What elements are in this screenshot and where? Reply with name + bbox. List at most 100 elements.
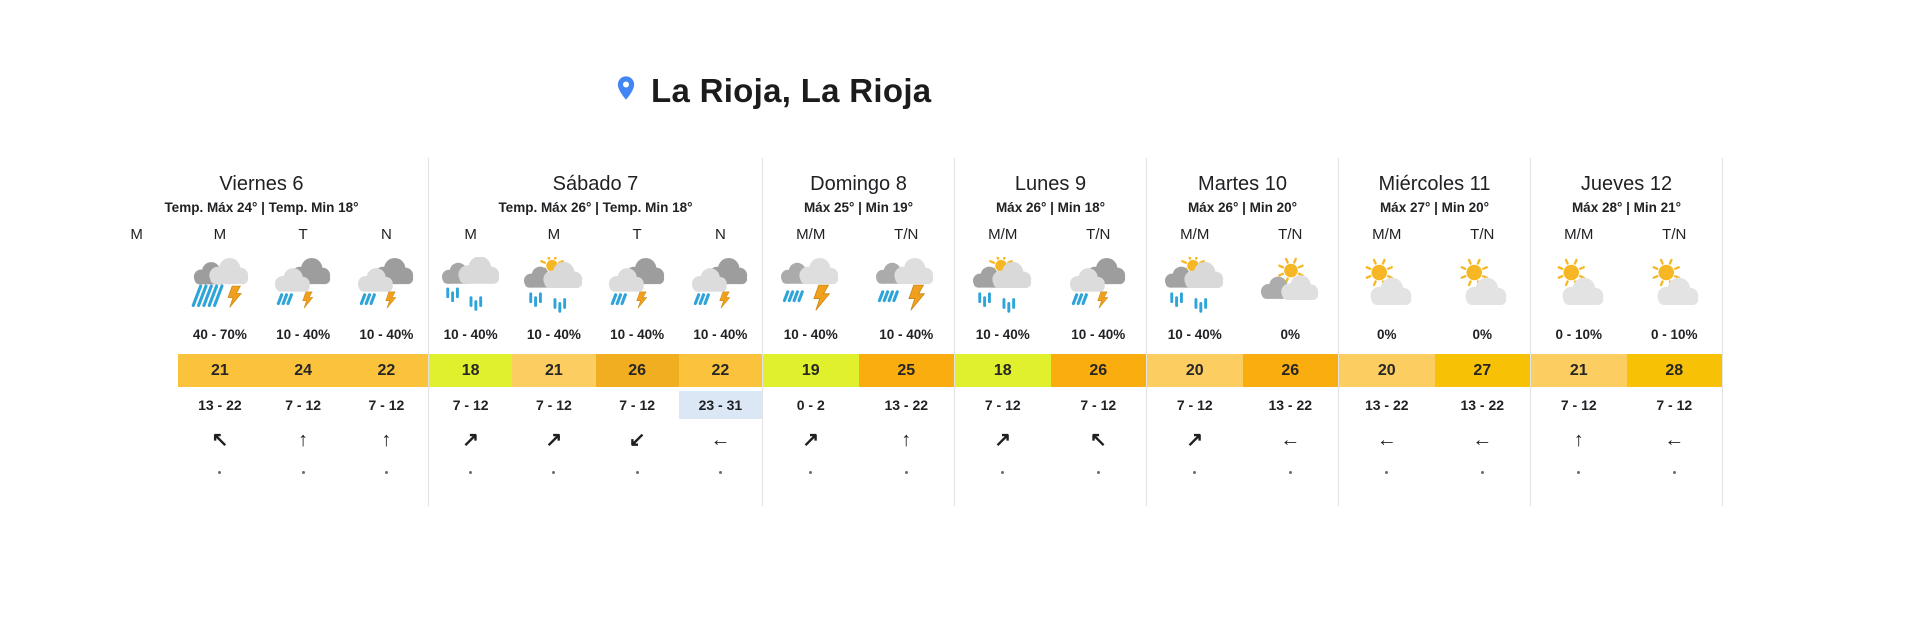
period-label: T <box>298 226 308 243</box>
day-column: Jueves 12 Máx 28° | Min 21° M/M 0 - 10% 21 7 … <box>1531 158 1723 506</box>
wind-range: 7 - 12 <box>285 397 322 413</box>
mostly-sunny-icon <box>1435 250 1531 326</box>
forecast-slot[interactable]: M/M 0 - 10% 21 7 - 12 ↑ <box>1531 220 1627 474</box>
wind-direction-arrow: ← <box>1376 429 1397 451</box>
slots-row: M 10 - 40% 18 7 - 12 ↗ M 10 - 40% 21 7 - 12 ↗ T 10 … <box>429 220 762 474</box>
wind-range: 13 - 22 <box>198 397 242 413</box>
forecast-slot[interactable]: T/N 10 - 40% 26 7 - 12 ↖ <box>1050 220 1146 474</box>
forecast-table: Viernes 6 Temp. Máx 24° | Temp. Min 18° M M… <box>95 158 1723 506</box>
temp-cell: 25 <box>858 354 954 387</box>
precip-probability: 10 - 40% <box>526 327 581 342</box>
day-name: Sábado 7 <box>552 173 639 195</box>
precip-probability: 0% <box>1472 327 1492 342</box>
day-temp-summary: Máx 27° | Min 20° <box>1379 200 1490 215</box>
storm-bolt-icon <box>763 250 859 326</box>
temp-cell: 28 <box>1626 354 1722 387</box>
sun-rain-icon <box>512 250 595 326</box>
wind-direction-arrow: ↖ <box>1089 429 1107 451</box>
period-label: T/N <box>894 226 919 243</box>
forecast-slot[interactable]: T/N 0% 26 13 - 22 ← <box>1242 220 1338 474</box>
day-name: Viernes 6 <box>219 173 304 195</box>
location-title: La Rioja, La Rioja <box>651 71 932 109</box>
slots-row: M/M 0 - 10% 21 7 - 12 ↑ T/N 0 - 10% 28 7 - 12 ← <box>1531 220 1722 474</box>
temp-cell: 22 <box>344 354 428 387</box>
day-name: Lunes 9 <box>1014 173 1087 195</box>
day-name: Miércoles 11 <box>1378 173 1491 195</box>
precip-probability: 10 - 40% <box>610 327 665 342</box>
wind-range: 7 - 12 <box>1080 397 1117 413</box>
forecast-slot[interactable]: M/M 10 - 40% 19 0 - 2 ↗ <box>763 220 859 474</box>
location-pin-icon <box>612 70 640 111</box>
storm-icon <box>596 250 679 326</box>
wind-direction-arrow: ↗ <box>545 429 563 451</box>
temp-cell: 20 <box>1147 354 1243 387</box>
wind-direction-arrow: ↖ <box>211 429 229 451</box>
wind-range: 13 - 22 <box>884 397 929 413</box>
slots-row: M M 40 - 70% 21 13 - 22 ↖ T 10 - 40% 24 7 - 12 ↑ N 1… <box>95 220 428 474</box>
wind-range: 7 - 12 <box>1560 397 1597 413</box>
expand-dot <box>1096 471 1100 474</box>
slots-row: M/M 10 - 40% 19 0 - 2 ↗ T/N 10 - 40% 25 13 - 22 ↑ <box>763 220 954 474</box>
forecast-slot[interactable]: N 10 - 40% 22 7 - 12 ↑ <box>344 220 428 474</box>
temp-cell: 21 <box>512 354 596 387</box>
precip-probability: 0 - 10% <box>1650 327 1698 342</box>
wind-direction-arrow: ← <box>1472 429 1493 451</box>
precip-probability: 10 - 40% <box>693 327 748 342</box>
wind-range: 13 - 22 <box>1460 397 1505 413</box>
period-label: M/M <box>1372 226 1402 243</box>
precip-probability: 10 - 40% <box>359 327 414 342</box>
period-label: T/N <box>1470 226 1495 243</box>
wind-direction-arrow: ↑ <box>901 429 912 451</box>
period-label: M <box>130 226 143 243</box>
forecast-slot[interactable]: T/N 0 - 10% 28 7 - 12 ← <box>1626 220 1723 474</box>
forecast-slot[interactable]: M 40 - 70% 21 13 - 22 ↖ <box>178 220 262 474</box>
forecast-slot[interactable]: N 10 - 40% 22 23 - 31 ← <box>678 220 762 474</box>
period-label: M/M <box>796 226 826 243</box>
forecast-slot[interactable]: M 10 - 40% 18 7 - 12 ↗ <box>429 220 513 474</box>
mostly-sunny-icon <box>1627 250 1723 326</box>
temp-cell: 19 <box>763 354 859 387</box>
wind-range: 7 - 12 <box>619 397 656 413</box>
precip-probability: 0% <box>1280 327 1300 342</box>
day-temp-summary: Máx 28° | Min 21° <box>1571 200 1682 215</box>
precip-probability: 0% <box>1376 327 1397 342</box>
wind-range: 7 - 12 <box>535 397 572 413</box>
expand-dot <box>218 471 222 474</box>
day-column: Sábado 7 Temp. Máx 26° | Temp. Min 18° M 10… <box>429 158 763 506</box>
wind-direction-arrow: ↗ <box>994 429 1012 451</box>
day-temp-summary: Máx 25° | Min 19° <box>803 200 914 215</box>
precip-probability: 10 - 40% <box>1071 327 1126 342</box>
forecast-slot[interactable]: M 10 - 40% 21 7 - 12 ↗ <box>512 220 596 474</box>
period-label: N <box>380 226 392 243</box>
precip-probability: 10 - 40% <box>276 327 331 342</box>
forecast-slot[interactable]: M/M 10 - 40% 20 7 - 12 ↗ <box>1147 220 1243 474</box>
wind-direction-arrow: ← <box>1280 429 1301 451</box>
wind-range: 7 - 12 <box>368 397 405 413</box>
wind-direction-arrow: ↑ <box>381 429 392 451</box>
forecast-slot[interactable]: T/N 0% 27 13 - 22 ← <box>1434 220 1531 474</box>
period-label: M/M <box>1564 226 1594 243</box>
day-column: Lunes 9 Máx 26° | Min 18° M/M 10 - 40% 18 7 -… <box>955 158 1147 506</box>
expand-dot <box>552 471 556 474</box>
wind-direction-arrow: ← <box>1664 429 1685 451</box>
expand-dot <box>904 471 908 474</box>
wind-direction-arrow: ↙ <box>628 429 646 451</box>
mostly-sunny-icon <box>1339 250 1435 326</box>
forecast-slot[interactable]: M/M 10 - 40% 18 7 - 12 ↗ <box>955 220 1051 474</box>
forecast-slot[interactable]: T 10 - 40% 26 7 - 12 ↙ <box>595 220 679 474</box>
expand-dot <box>1288 471 1292 474</box>
expand-dot <box>1577 471 1581 474</box>
wind-range: 7 - 12 <box>1656 397 1693 413</box>
expand-dot <box>1193 471 1197 474</box>
forecast-slot[interactable]: M/M 0% 20 13 - 22 ← <box>1339 220 1435 474</box>
period-label: M <box>213 226 227 243</box>
period-label: M <box>464 226 477 243</box>
expand-dot <box>1672 471 1676 474</box>
day-column: Martes 10 Máx 26° | Min 20° M/M 10 - 40% 20 7… <box>1147 158 1339 506</box>
sun-rain-icon <box>1147 250 1243 326</box>
storm-bolt-icon <box>859 250 955 326</box>
forecast-slot[interactable]: T/N 10 - 40% 25 13 - 22 ↑ <box>858 220 955 474</box>
period-label: M <box>547 226 561 243</box>
temp-cell: 18 <box>955 354 1051 387</box>
forecast-slot[interactable]: T 10 - 40% 24 7 - 12 ↑ <box>261 220 345 474</box>
